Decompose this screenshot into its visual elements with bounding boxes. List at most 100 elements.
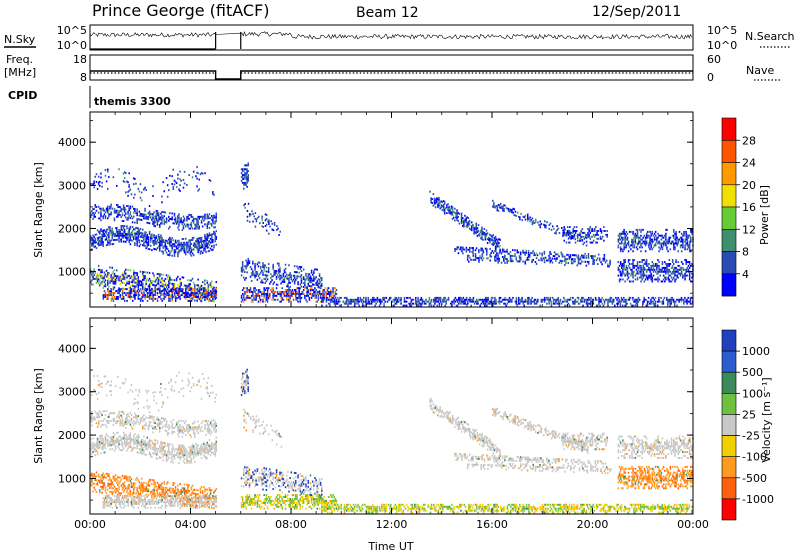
heatmap-cell <box>201 225 204 228</box>
heatmap-cell <box>619 250 622 253</box>
heatmap-cell <box>315 300 317 303</box>
heatmap-cell <box>196 299 198 302</box>
heatmap-cell <box>640 242 642 245</box>
heatmap-cell <box>428 298 431 301</box>
heatmap-cell <box>644 240 647 243</box>
heatmap-cell <box>266 296 269 299</box>
heatmap-cell <box>524 298 527 301</box>
heatmap-cell <box>543 298 546 301</box>
heatmap-cell <box>152 297 154 300</box>
heatmap-cell <box>147 244 150 247</box>
heatmap-cell <box>117 215 119 218</box>
heatmap-cell <box>636 244 639 247</box>
heatmap-cell <box>302 282 305 285</box>
heatmap-cell <box>507 298 510 301</box>
heatmap-cell <box>451 208 454 211</box>
heatmap-cell <box>621 272 623 275</box>
heatmap-cell <box>674 274 676 277</box>
heatmap-cell <box>262 293 264 295</box>
heatmap-cell <box>94 215 97 218</box>
heatmap-cell <box>493 238 496 241</box>
heatmap-cell <box>531 221 534 224</box>
heatmap-cell <box>525 249 528 252</box>
heatmap-cell <box>97 211 100 214</box>
heatmap-cell <box>627 298 630 301</box>
heatmap-cell <box>180 284 182 286</box>
heatmap-cell <box>125 288 127 291</box>
heatmap-cell <box>519 298 521 301</box>
heatmap-cell <box>200 294 203 297</box>
heatmap-cell <box>432 204 435 207</box>
heatmap-cell <box>330 293 332 295</box>
heatmap-cell <box>462 246 464 249</box>
heatmap-cell <box>247 289 250 292</box>
heatmap-cell <box>171 246 173 249</box>
heatmap-cell <box>112 294 115 297</box>
heatmap-cell <box>247 296 250 299</box>
heatmap-cell <box>541 259 544 262</box>
heatmap-cell <box>419 298 422 301</box>
heatmap-cell <box>157 282 160 285</box>
heatmap-cell <box>278 276 280 279</box>
heatmap-cell <box>248 213 251 216</box>
heatmap-cell <box>172 243 175 246</box>
heatmap-cell <box>190 288 193 291</box>
heatmap-cell <box>581 296 583 299</box>
heatmap-cell <box>410 298 413 301</box>
heatmap-cell <box>120 238 123 241</box>
heatmap-cell <box>173 279 176 282</box>
heatmap-cell <box>180 221 182 224</box>
heatmap-cell <box>677 240 680 243</box>
heatmap-cell <box>205 290 207 293</box>
heatmap-cell <box>261 215 263 218</box>
heatmap-cell <box>134 288 136 291</box>
heatmap-cell <box>633 300 635 303</box>
heatmap-cell <box>104 238 107 241</box>
heatmap-cell <box>526 296 529 299</box>
heatmap-cell <box>543 257 546 260</box>
heatmap-cell <box>647 230 649 233</box>
heatmap-cell <box>154 238 156 241</box>
heatmap-cell <box>508 252 511 255</box>
heatmap-cell <box>153 234 155 237</box>
heatmap-cell <box>148 212 151 215</box>
heatmap-cell <box>264 225 267 228</box>
heatmap-cell <box>426 300 428 303</box>
heatmap-cell <box>318 291 321 293</box>
heatmap-cell <box>504 250 506 253</box>
heatmap-cell <box>114 227 117 230</box>
heatmap-cell <box>636 272 639 275</box>
heatmap-cell <box>650 266 652 269</box>
heatmap-cell <box>492 234 495 237</box>
heatmap-cell <box>278 262 280 265</box>
heatmap-cell <box>96 451 99 454</box>
heatmap-cell <box>469 296 471 299</box>
heatmap-cell <box>192 236 195 239</box>
heatmap-cell <box>659 268 662 271</box>
heatmap-cell <box>129 188 132 191</box>
heatmap-cell <box>449 212 452 215</box>
heatmap-cell <box>164 288 167 291</box>
heatmap-cell <box>648 276 650 279</box>
heatmap-cell <box>112 243 115 245</box>
heatmap-cell <box>476 227 479 230</box>
heatmap-cell <box>282 273 285 276</box>
heatmap-cell <box>599 259 601 262</box>
heatmap-cell <box>267 268 270 271</box>
heatmap-cell <box>386 300 389 303</box>
heatmap-cell <box>514 214 517 217</box>
heatmap-cell <box>180 245 182 248</box>
heatmap-cell <box>117 204 119 207</box>
heatmap-cell <box>160 216 162 219</box>
heatmap-cell <box>463 221 465 224</box>
heatmap-cell <box>673 268 675 271</box>
heatmap-cell <box>467 248 470 251</box>
heatmap-cell <box>144 235 146 238</box>
heatmap-cell <box>133 215 135 218</box>
heatmap-cell <box>464 298 467 301</box>
heatmap-cell <box>169 280 171 283</box>
heatmap-cell <box>425 302 427 305</box>
heatmap-cell <box>310 287 313 290</box>
heatmap-cell <box>178 224 180 227</box>
heatmap-cell <box>160 240 162 243</box>
